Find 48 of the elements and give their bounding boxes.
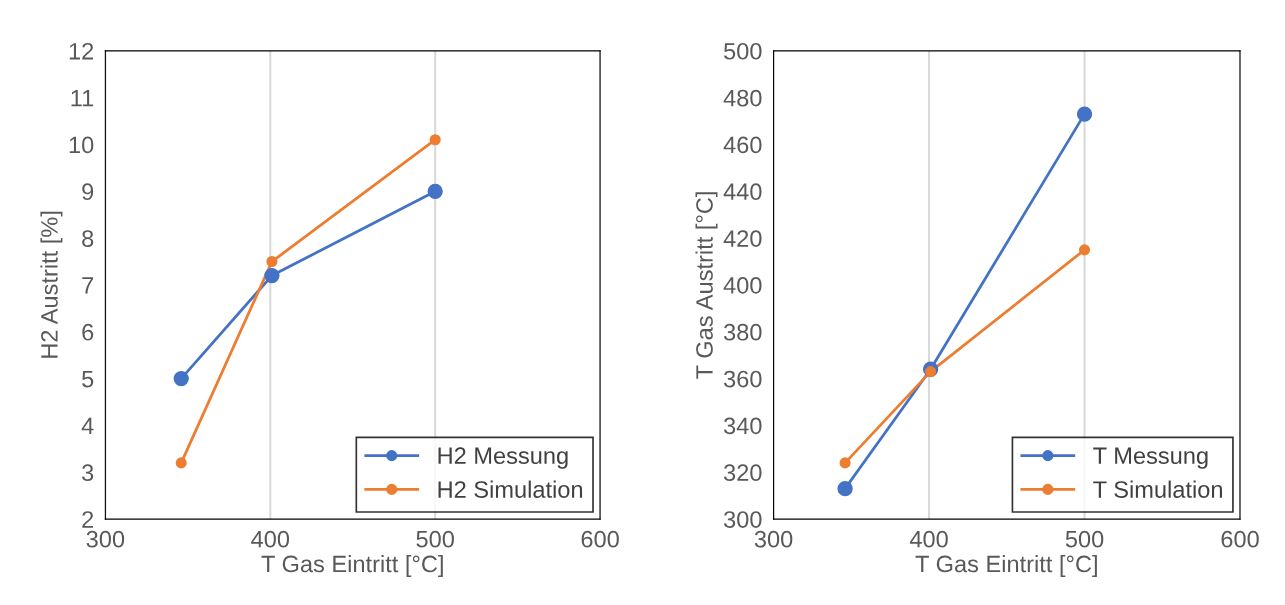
- x-tick-label: 500: [416, 530, 454, 548]
- point: [1078, 244, 1091, 256]
- point: [264, 267, 280, 284]
- y-tick-label: 440: [723, 183, 762, 201]
- point: [925, 366, 937, 378]
- legend-label: H2 Simulation: [438, 480, 583, 498]
- y-tick-label: 5: [82, 370, 94, 388]
- y-tick-label: 4: [81, 417, 94, 434]
- y-tick-label: 7: [82, 277, 94, 294]
- x-axis-title: T Gas Eintritt [°C]: [915, 554, 1097, 577]
- point: [429, 134, 441, 146]
- y-axis-title: H2 Austritt [%]: [40, 211, 63, 358]
- y-tick-label: 11: [71, 89, 94, 107]
- y-tick-label: 460: [723, 136, 762, 154]
- y-tick-label: 320: [723, 464, 762, 482]
- y-tick-label: 2: [82, 511, 94, 528]
- legend-label: T Messung: [1093, 447, 1208, 469]
- y-tick-label: 340: [723, 417, 762, 435]
- point: [173, 370, 189, 387]
- point: [427, 183, 443, 199]
- y-tick-label: 3: [82, 464, 94, 482]
- point: [1076, 106, 1093, 122]
- x-axis-title: T Gas Eintritt [°C]: [261, 554, 443, 577]
- x-tick-label: 400: [251, 530, 290, 548]
- point: [266, 255, 278, 268]
- x-tick-label: 500: [1065, 530, 1104, 548]
- y-tick-label: 9: [82, 183, 94, 201]
- x-tick-label: 600: [1221, 530, 1259, 548]
- y-tick-label: 6: [82, 323, 94, 341]
- y-tick-label: 10: [69, 136, 94, 154]
- y-tick-label: 380: [723, 323, 762, 341]
- y-tick-label: 12: [69, 42, 94, 60]
- y-axis-title: T Gas Austritt [°C]: [695, 192, 718, 379]
- x-tick-label: 600: [581, 530, 619, 548]
- y-tick-label: 480: [723, 89, 762, 107]
- legend-label: T Simulation: [1093, 480, 1222, 498]
- point: [839, 457, 851, 469]
- y-tick-label: 300: [723, 511, 762, 528]
- x-tick-label: 400: [909, 530, 948, 548]
- point: [837, 481, 853, 497]
- y-tick-label: 400: [723, 277, 762, 294]
- y-tick-label: 420: [723, 230, 762, 247]
- y-tick-label: 500: [724, 42, 762, 60]
- x-tick-label: 300: [754, 530, 793, 548]
- point: [175, 457, 187, 469]
- y-tick-label: 8: [82, 230, 94, 247]
- legend-label: H2 Messung: [438, 447, 568, 469]
- y-tick-label: 360: [723, 370, 762, 388]
